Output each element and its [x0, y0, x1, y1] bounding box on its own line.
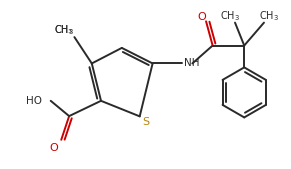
Text: $\mathregular{CH_3}$: $\mathregular{CH_3}$ [259, 10, 279, 23]
Text: $\mathregular{CH_3}$: $\mathregular{CH_3}$ [220, 10, 240, 23]
Text: CH₃: CH₃ [55, 25, 73, 35]
Text: HO: HO [26, 96, 42, 106]
Text: $\mathregular{CH_3}$: $\mathregular{CH_3}$ [54, 23, 74, 37]
Text: O: O [197, 11, 206, 22]
Text: NH: NH [184, 58, 199, 68]
Text: O: O [49, 143, 58, 153]
Text: S: S [143, 117, 150, 127]
